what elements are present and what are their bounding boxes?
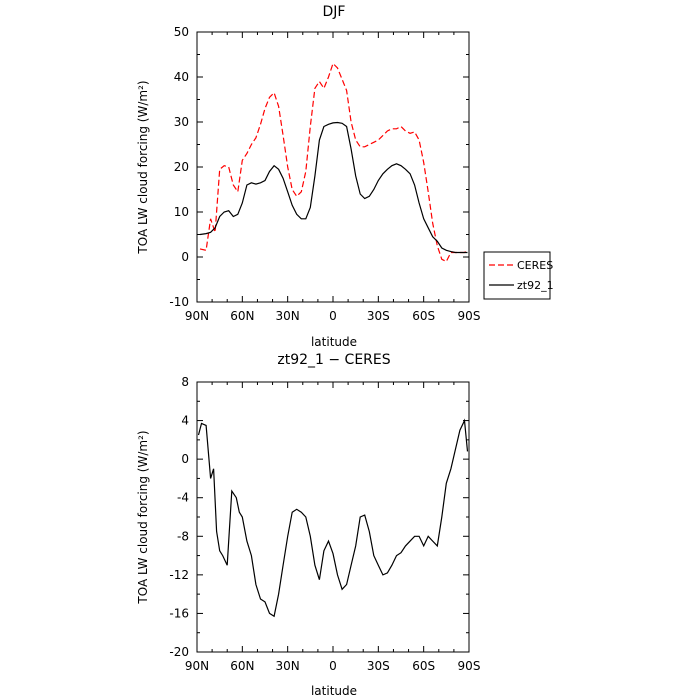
legend: CERES zt92_1: [483, 251, 554, 300]
y-tick-label: 40: [174, 70, 189, 84]
y-tick-label: 8: [181, 375, 189, 389]
y-tick-label: -8: [177, 529, 189, 543]
legend-label-zt92-1: zt92_1: [517, 279, 554, 292]
djf-x-axis-label: latitude: [311, 335, 357, 349]
y-tick-label: 30: [174, 115, 189, 129]
x-tick-label: 60S: [412, 309, 435, 323]
difference-x-tick-labels: 90N 60N 30N 0 30S 60S 90S: [185, 659, 481, 673]
x-tick-label: 30S: [367, 309, 390, 323]
x-tick-label: 30N: [276, 659, 300, 673]
djf-plot-frame: [196, 31, 470, 303]
x-tick-label: 90N: [185, 659, 209, 673]
x-tick-label: 0: [329, 659, 337, 673]
djf-title: DJF: [323, 4, 346, 20]
difference-title: zt92_1 − CERES: [277, 352, 390, 368]
x-tick-label: 60N: [230, 659, 254, 673]
y-tick-label: -10: [169, 295, 189, 309]
x-tick-label: 60S: [412, 659, 435, 673]
y-tick-label: 50: [174, 25, 189, 39]
y-tick-label: 4: [181, 414, 189, 428]
djf-series: [199, 62, 468, 263]
legend-box: [483, 251, 551, 300]
series-line-ceres: [199, 62, 468, 263]
series-line-zt92-1: [199, 121, 468, 254]
djf-y-tick-labels: -10 0 10 20 30 40 50: [169, 25, 189, 309]
y-tick-label: 10: [174, 205, 189, 219]
y-tick-label: 0: [181, 250, 189, 264]
x-tick-label: 60N: [230, 309, 254, 323]
difference-plot-frame: [196, 381, 470, 653]
y-tick-label: 20: [174, 160, 189, 174]
x-tick-label: 30N: [276, 309, 300, 323]
difference-panel: zt92_1 − CERES -20 -16 -12 -8 -4 0 4 8 90N 60N 30…: [136, 352, 480, 698]
y-tick-label: -4: [177, 491, 189, 505]
y-tick-label: 0: [181, 452, 189, 466]
djf-panel: DJF -10 0 10 20 30 40 50 90N 60N 30N 0 30S 60S 90S T…: [136, 4, 554, 349]
x-tick-label: 0: [329, 309, 337, 323]
difference-tick-marks: [196, 381, 470, 653]
djf-y-axis-label: TOA LW cloud forcing (W/m²): [136, 80, 150, 254]
difference-y-axis-label: TOA LW cloud forcing (W/m²): [136, 430, 150, 604]
x-tick-label: 90S: [458, 309, 481, 323]
djf-x-tick-labels: 90N 60N 30N 0 30S 60S 90S: [185, 309, 481, 323]
series-line-zt92-1-ceres: [197, 418, 469, 618]
difference-series: [197, 418, 469, 618]
legend-label-ceres: CERES: [517, 259, 553, 272]
y-tick-label: -20: [169, 645, 189, 659]
difference-y-tick-labels: -20 -16 -12 -8 -4 0 4 8: [169, 375, 189, 659]
djf-tick-marks: [196, 31, 470, 303]
x-tick-label: 90S: [458, 659, 481, 673]
y-tick-label: -16: [169, 606, 189, 620]
difference-x-axis-label: latitude: [311, 684, 357, 698]
y-tick-label: -12: [169, 568, 189, 582]
x-tick-label: 90N: [185, 309, 209, 323]
x-tick-label: 30S: [367, 659, 390, 673]
